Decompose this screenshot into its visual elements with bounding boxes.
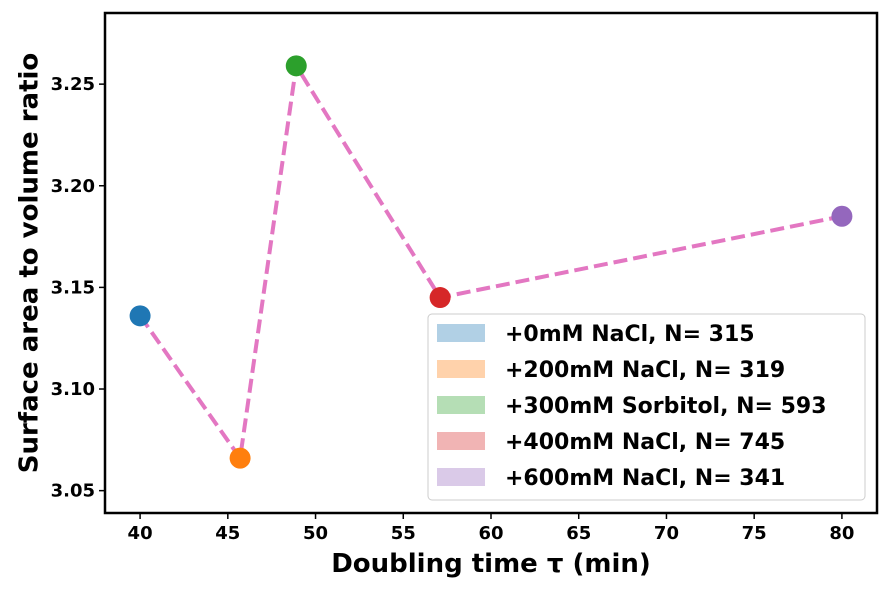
- data-point-4: [831, 205, 853, 227]
- y-tick-label: 3.25: [51, 74, 95, 95]
- x-tick-label: 45: [215, 523, 240, 544]
- data-point-0: [129, 305, 151, 327]
- x-tick-label: 40: [128, 523, 153, 544]
- legend-swatch: [437, 324, 485, 342]
- legend-swatch: [437, 432, 485, 450]
- x-tick-label: 60: [478, 523, 503, 544]
- x-axis-label: Doubling time τ (min): [331, 549, 651, 579]
- legend-swatch: [437, 468, 485, 486]
- y-axis-ticks: 3.05 3.10 3.15 3.20 3.25: [51, 74, 105, 502]
- data-point-2: [285, 55, 307, 77]
- x-tick-label: 50: [303, 523, 328, 544]
- legend-swatch: [437, 360, 485, 378]
- legend-entry-label: +600mM NaCl, N= 341: [505, 466, 785, 491]
- legend-entry-label: +0mM NaCl, N= 315: [505, 322, 755, 347]
- x-tick-label: 70: [654, 523, 679, 544]
- x-tick-label: 55: [391, 523, 416, 544]
- y-tick-label: 3.10: [51, 379, 95, 400]
- legend-entry-label: +400mM NaCl, N= 745: [505, 430, 785, 455]
- legend: +0mM NaCl, N= 315 +200mM NaCl, N= 319 +300…: [427, 313, 866, 501]
- y-tick-label: 3.05: [51, 481, 95, 502]
- y-tick-label: 3.20: [51, 176, 95, 197]
- x-tick-label: 80: [829, 523, 854, 544]
- legend-swatch: [437, 396, 485, 414]
- y-tick-label: 3.15: [51, 277, 95, 298]
- legend-entry-label: +300mM Sorbitol, N= 593: [505, 394, 827, 419]
- legend-box: [427, 313, 866, 501]
- x-tick-label: 65: [566, 523, 591, 544]
- data-point-3: [429, 287, 451, 309]
- data-point-1: [229, 447, 251, 469]
- legend-entry-label: +200mM NaCl, N= 319: [505, 358, 785, 383]
- y-axis-label: Surface area to volume ratio: [15, 53, 45, 474]
- x-axis-ticks: 40 45 50 55 60 65 70 75 80: [128, 513, 854, 544]
- points-layer: [129, 55, 853, 469]
- x-tick-label: 75: [742, 523, 767, 544]
